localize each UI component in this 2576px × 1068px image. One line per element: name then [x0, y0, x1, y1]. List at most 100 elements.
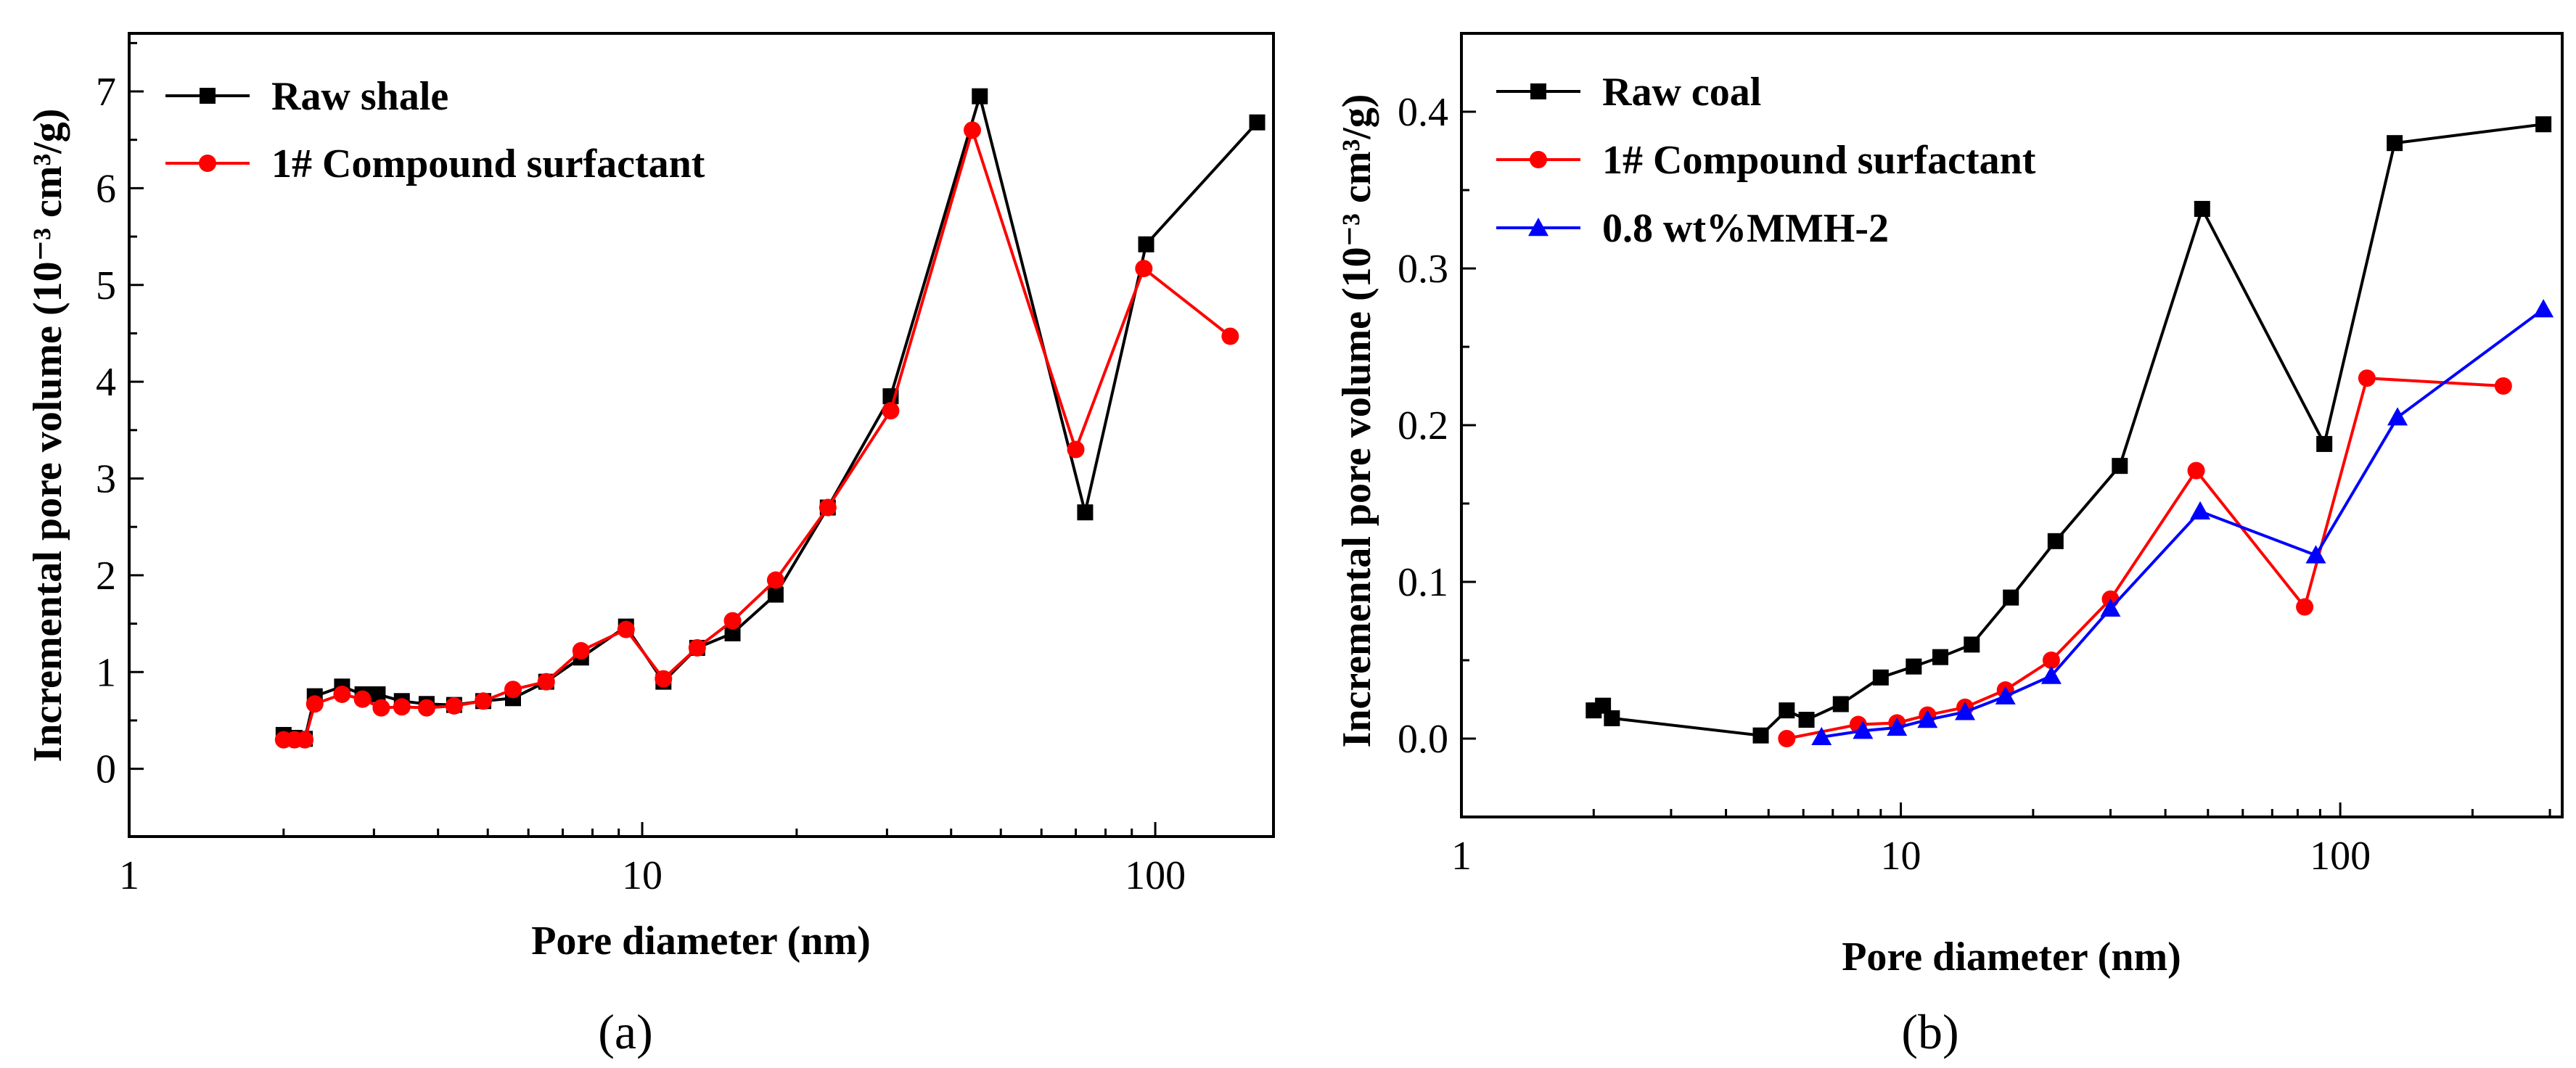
chart-b: Pore diameter (nm) Incremental pore volu… [1334, 32, 2564, 1059]
data-point-a-2 [296, 731, 314, 749]
legend-label-b-2: 1# Compound surfactant [1602, 138, 2036, 183]
series-a-1 [275, 88, 1266, 747]
legend-marker-a-1 [200, 88, 216, 104]
data-point-b-1 [1872, 669, 1889, 686]
chart-a: Pore diameter (nm) Incremental pore volu… [25, 32, 1275, 1059]
y-tick-label-a: 6 [96, 166, 116, 211]
legend-label-a-2: 1# Compound surfactant [271, 141, 705, 186]
y-tick-label-b: 0.1 [1398, 560, 1448, 605]
data-point-b-3 [1955, 702, 1976, 720]
y-tick-label-b: 0.4 [1398, 90, 1448, 135]
x-axis-label-a: Pore diameter (nm) [531, 919, 871, 964]
data-point-b-1 [1604, 710, 1620, 726]
legend-label-b-3: 0.8 wt%MMH-2 [1602, 206, 1889, 251]
data-point-a-2 [766, 571, 784, 589]
data-point-b-2 [2494, 377, 2512, 395]
y-tick-label-b: 0.3 [1398, 247, 1448, 292]
data-point-a-2 [723, 612, 742, 630]
legend-entry-b-1: Raw coal [1496, 70, 1761, 115]
data-point-b-3 [2533, 299, 2554, 318]
data-point-a-1 [1138, 236, 1154, 252]
series-line-a-1 [283, 94, 1258, 741]
data-point-b-2 [2042, 652, 2060, 669]
y-tick-label-a: 0 [96, 747, 116, 792]
panel-label-a: (a) [598, 1004, 652, 1059]
data-point-a-2 [655, 670, 673, 688]
series-line-b-2 [1786, 377, 2503, 740]
data-point-a-2 [1135, 260, 1153, 278]
x-tick-label-b: 10 [1881, 834, 1921, 879]
series-b-1 [1586, 116, 2552, 744]
x-ticks-b: 1 10 100 [1451, 802, 2551, 879]
data-point-a-2 [819, 498, 837, 517]
data-point-b-3 [1811, 726, 1832, 746]
data-point-a-2 [1221, 327, 1239, 345]
legend-label-a-1: Raw shale [271, 74, 448, 119]
data-point-a-2 [333, 685, 351, 703]
y-ticks-a: 0 1 2 3 4 5 6 7 [96, 41, 144, 792]
plot-frame-a [128, 32, 1275, 838]
y-tick-label-a: 5 [96, 263, 116, 308]
data-point-b-1 [2535, 116, 2552, 133]
data-point-b-3 [2100, 598, 2121, 617]
data-point-a-2 [963, 121, 981, 139]
data-point-b-1 [1779, 702, 1795, 719]
data-point-a-1 [1077, 504, 1094, 521]
data-point-a-2 [1067, 440, 1085, 459]
data-point-b-3 [1917, 710, 1938, 728]
data-point-a-2 [417, 699, 435, 717]
data-point-b-2 [2296, 598, 2314, 616]
y-axis-label-b: Incremental pore volume (10⁻³ cm³/g) [1334, 94, 1379, 748]
data-point-b-1 [2387, 135, 2403, 152]
x-axis-label-b: Pore diameter (nm) [1842, 934, 2181, 979]
data-point-b-3 [2040, 665, 2062, 684]
legend-entry-a-1: Raw shale [165, 74, 448, 119]
legend-entry-a-2: 1# Compound surfactant [165, 141, 705, 186]
data-point-a-2 [305, 695, 324, 713]
x-tick-label-a: 10 [622, 853, 663, 898]
data-point-a-2 [353, 690, 372, 708]
x-tick-label-b: 100 [2310, 834, 2371, 879]
data-point-b-1 [1906, 658, 1922, 675]
data-point-b-1 [1932, 649, 1948, 665]
data-point-a-1 [369, 686, 386, 702]
y-tick-label-a: 4 [96, 360, 116, 405]
data-point-a-2 [474, 692, 492, 710]
data-point-b-1 [2047, 533, 2064, 549]
data-point-b-1 [1798, 712, 1815, 728]
y-ticks-b: 0.0 0.1 0.2 0.3 0.4 [1398, 32, 1476, 762]
data-point-b-3 [2190, 501, 2211, 519]
y-tick-label-a: 1 [96, 650, 116, 695]
data-point-a-2 [372, 699, 390, 717]
data-point-a-2 [537, 673, 555, 691]
legend-marker-b-2 [1530, 151, 1547, 168]
data-point-b-1 [1752, 727, 1769, 744]
y-tick-label-b: 0.2 [1398, 403, 1448, 448]
data-point-a-2 [572, 641, 590, 660]
series-b-2 [1778, 369, 2512, 747]
data-point-b-1 [2112, 458, 2128, 475]
data-point-a-2 [504, 681, 522, 699]
data-point-b-1 [1832, 696, 1849, 712]
y-tick-label-a: 2 [96, 554, 116, 599]
data-point-b-1 [1964, 636, 1980, 653]
y-axis-label-a: Incremental pore volume (10⁻³ cm³/g) [25, 109, 70, 763]
x-tick-label-a: 1 [119, 853, 139, 898]
y-tick-label-a: 3 [96, 457, 116, 502]
data-point-b-1 [2194, 200, 2210, 217]
data-point-b-3 [2305, 545, 2326, 564]
y-tick-label-b: 0.0 [1398, 717, 1448, 762]
data-point-a-2 [617, 620, 635, 638]
data-point-b-1 [2003, 589, 2019, 606]
data-point-a-2 [445, 697, 463, 715]
legend-entry-b-3: 0.8 wt%MMH-2 [1496, 206, 1889, 251]
legend-marker-b-1 [1530, 83, 1546, 99]
legend-marker-a-2 [199, 155, 216, 172]
data-point-b-3 [2387, 407, 2408, 426]
data-point-a-1 [1249, 114, 1266, 131]
x-ticks-a: 1 10 100 [119, 822, 1186, 898]
legend-entry-b-2: 1# Compound surfactant [1496, 138, 2036, 183]
data-point-b-3 [1853, 720, 1874, 739]
y-tick-label-a: 7 [96, 70, 116, 115]
